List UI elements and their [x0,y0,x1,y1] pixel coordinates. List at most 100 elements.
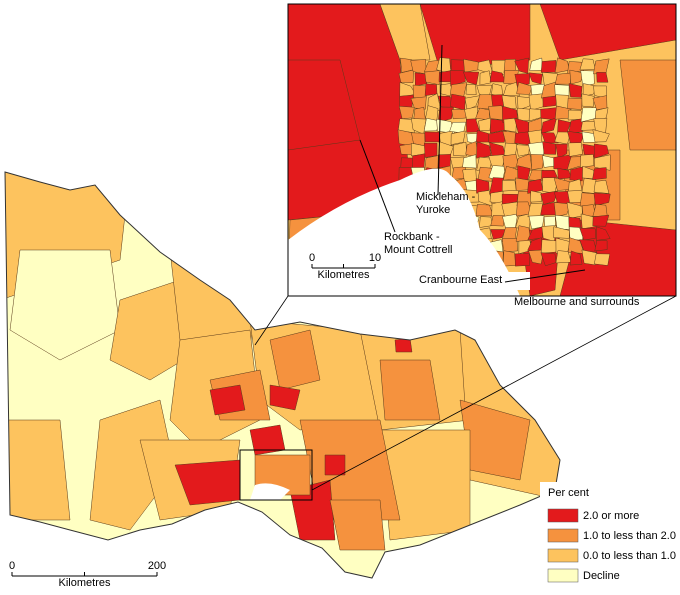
inset-regions [288,4,676,296]
region [209,384,246,416]
region [398,105,415,119]
region [398,69,415,83]
legend-label: 2.0 or more [583,510,639,522]
region [488,129,507,143]
region [542,95,558,108]
region [567,97,583,110]
region [5,419,71,521]
legend-label: 0.0 to less than 1.0 [583,550,676,562]
region [89,399,176,531]
region [592,167,607,180]
region [530,154,545,171]
labels: Mickleham -Yuroke Rockbank -Mount Cottrel… [9,44,680,590]
region [269,329,321,391]
region [553,226,570,239]
legend-title: Per cent [548,487,589,499]
region [568,83,583,98]
place-label: Mount Cottrell [384,244,452,256]
region [437,106,454,123]
label-leader [359,139,396,233]
region [542,141,557,155]
region [451,109,467,120]
region [501,179,517,192]
region [540,239,558,254]
region [490,229,507,240]
region [490,215,506,227]
place-label: Cranbourne East [419,274,502,286]
region [424,131,442,143]
region [423,142,438,158]
region [503,142,518,156]
scale-start: 0 [9,560,15,572]
region [424,83,438,96]
scale-unit: Kilometres [59,577,111,589]
region [579,227,597,241]
region [419,4,531,71]
place-label: Yuroke [416,204,450,216]
scale-end: 200 [148,560,166,572]
region [475,178,490,194]
inset-frame [287,3,677,297]
region [464,106,479,121]
region [528,72,543,85]
legend-swatch [547,548,579,563]
bay [250,483,290,500]
legend-swatch [547,508,579,523]
region [596,72,609,83]
region [539,4,676,61]
region [596,226,611,241]
legend-swatch [547,528,579,543]
region [594,107,609,122]
region [449,70,466,87]
region [462,154,477,169]
region [450,130,466,146]
scale-end: 10 [369,252,381,264]
legend-swatch [547,568,579,583]
label-mask [410,272,530,290]
region [453,141,468,157]
region [437,154,451,169]
region [593,179,610,194]
region [619,59,676,151]
inset-title: Melbourne and surrounds [514,296,640,308]
scale-start: 0 [309,252,315,264]
region [462,168,477,183]
region [579,192,598,207]
region [569,250,583,266]
region [516,82,533,95]
region [580,213,596,230]
region [462,71,480,86]
region [464,95,481,111]
region [479,70,492,86]
place-label: Mickleham - [416,191,476,203]
region [541,132,559,144]
inset-locator [239,449,313,501]
region [515,225,532,243]
region [479,216,493,228]
region [569,166,584,182]
region [412,153,426,170]
region [516,107,532,122]
region [528,249,545,265]
place-label: Rockbank - [384,231,440,243]
region [579,239,598,253]
leader-line [311,295,677,491]
region [501,94,517,110]
region [593,143,610,159]
region [530,190,542,203]
region [569,69,585,85]
region [424,70,440,86]
bay [288,168,520,296]
region [554,72,572,85]
region [540,190,558,205]
region [594,240,608,252]
region [581,249,598,266]
region [379,4,431,61]
region [555,94,572,110]
region [580,154,595,168]
region [423,117,441,132]
region [593,192,611,206]
region [501,237,518,253]
region [555,143,568,159]
